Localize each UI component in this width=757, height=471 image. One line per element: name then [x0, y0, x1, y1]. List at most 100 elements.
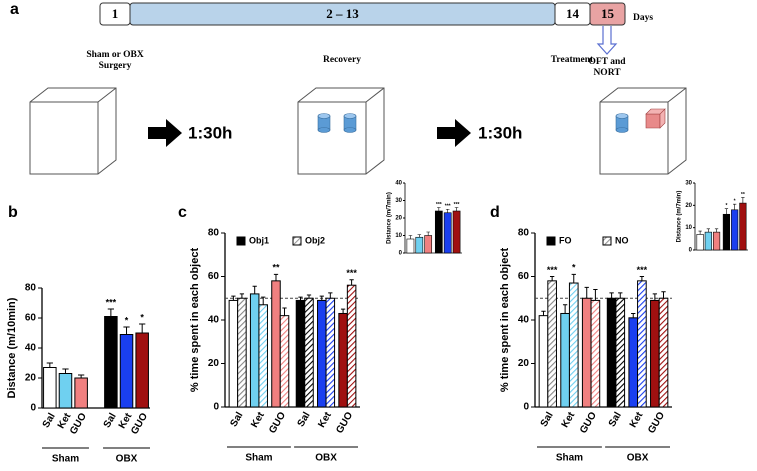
bar	[712, 231, 721, 251]
object-cylinder	[615, 127, 629, 133]
bar	[722, 213, 731, 251]
legend-label: FO	[559, 235, 572, 245]
significance-label: *	[734, 199, 736, 205]
significance-label: ***	[637, 265, 648, 275]
bar	[295, 299, 306, 408]
x-tick-label: Ket	[628, 410, 646, 430]
error-bar	[239, 293, 245, 299]
error-bar	[661, 291, 666, 299]
y-tick-label: 0	[399, 251, 403, 257]
group-label: OBX	[627, 453, 649, 464]
error-bar	[417, 234, 422, 238]
error-bar	[123, 326, 130, 335]
error-bar	[46, 362, 53, 368]
significance-label: *	[125, 315, 129, 325]
error-bar	[609, 292, 614, 299]
group-label: Sham	[245, 453, 272, 464]
bar	[74, 377, 88, 409]
x-tick-label: GUO	[68, 411, 89, 436]
y-tick-label: 20	[208, 358, 220, 369]
error-bar	[584, 286, 589, 299]
legend-label: NO	[615, 235, 629, 245]
y-tick-label: 0	[213, 402, 219, 413]
y-tick-label: 0	[30, 403, 36, 414]
step-caption: NORT	[593, 68, 621, 78]
error-bar	[261, 296, 266, 305]
bar	[135, 332, 149, 409]
interval-label: 1:30h	[478, 123, 522, 142]
y-tick-label: 20	[395, 216, 402, 222]
bar	[338, 312, 348, 408]
step-label: 2 – 13	[326, 6, 359, 21]
step-label: 14	[566, 6, 580, 21]
y-tick-label: 40	[395, 181, 402, 187]
y-tick-label: 60	[25, 313, 37, 324]
legend-swatch	[546, 236, 556, 246]
bar	[406, 238, 415, 254]
error-bar	[445, 208, 450, 213]
protocol-arrow	[148, 119, 182, 147]
error-bar	[724, 208, 729, 215]
y-tick-label: 10	[395, 233, 402, 239]
bar	[452, 210, 461, 254]
y-tick-label: 40	[518, 315, 530, 326]
error-bar	[593, 289, 598, 301]
error-bar	[328, 292, 333, 299]
object-cylinder	[343, 127, 357, 133]
bar	[104, 316, 118, 409]
y-tick-label: 80	[25, 283, 37, 294]
error-bar	[107, 308, 114, 317]
bar	[317, 299, 327, 408]
protocol-arrow	[437, 119, 471, 147]
step-caption: OFT and	[588, 57, 626, 67]
x-tick-label: Sal	[102, 411, 119, 430]
bar	[304, 297, 314, 408]
bar	[434, 210, 443, 254]
x-tick-label: Ket	[560, 410, 578, 430]
object-cylinder	[317, 113, 331, 119]
group-label: OBX	[116, 454, 138, 465]
y-tick-label: 80	[208, 228, 220, 239]
panel-label: a	[10, 1, 19, 18]
significance-label: ***	[346, 268, 357, 278]
y-axis-label: % time spent in each object	[189, 248, 201, 393]
error-bar	[231, 295, 236, 301]
significance-label: ***	[547, 265, 558, 275]
error-bar	[571, 273, 576, 284]
error-bar	[306, 294, 312, 299]
step-caption: Recovery	[323, 55, 361, 65]
y-tick-label: 60	[518, 271, 530, 282]
y-tick-label: 40	[208, 315, 220, 326]
group-label: Sham	[556, 453, 583, 464]
bar	[538, 315, 549, 408]
y-axis-label: % time spent in each object	[499, 248, 511, 393]
error-bar	[618, 292, 623, 299]
step-caption: Treatment	[551, 55, 594, 65]
bar	[271, 280, 281, 408]
error-bar	[426, 231, 430, 236]
bar	[581, 297, 592, 408]
x-tick-label: GUO	[334, 410, 355, 435]
legend-label: Obj2	[305, 235, 325, 245]
x-tick-label: GUO	[267, 410, 288, 435]
y-tick-label: 60	[208, 271, 220, 282]
bar	[731, 209, 739, 251]
error-bar	[698, 230, 702, 235]
y-tick-label: 0	[523, 402, 529, 413]
y-tick-label: 20	[25, 373, 37, 384]
bar	[443, 212, 452, 254]
significance-label: ***	[445, 204, 451, 210]
error-bar	[652, 293, 658, 301]
step-caption: Sham or OBX	[86, 50, 144, 60]
step-label: 1	[112, 6, 119, 21]
legend-swatch	[292, 236, 302, 246]
error-bar	[549, 276, 555, 281]
panel-label: b	[8, 204, 18, 221]
error-bar	[252, 285, 257, 294]
y-axis-label: Distance (m/7min)	[387, 192, 393, 244]
y-tick-label: 0	[689, 248, 693, 254]
significance-label: *	[725, 203, 727, 209]
error-bar	[631, 312, 636, 318]
error-bar	[706, 228, 710, 233]
